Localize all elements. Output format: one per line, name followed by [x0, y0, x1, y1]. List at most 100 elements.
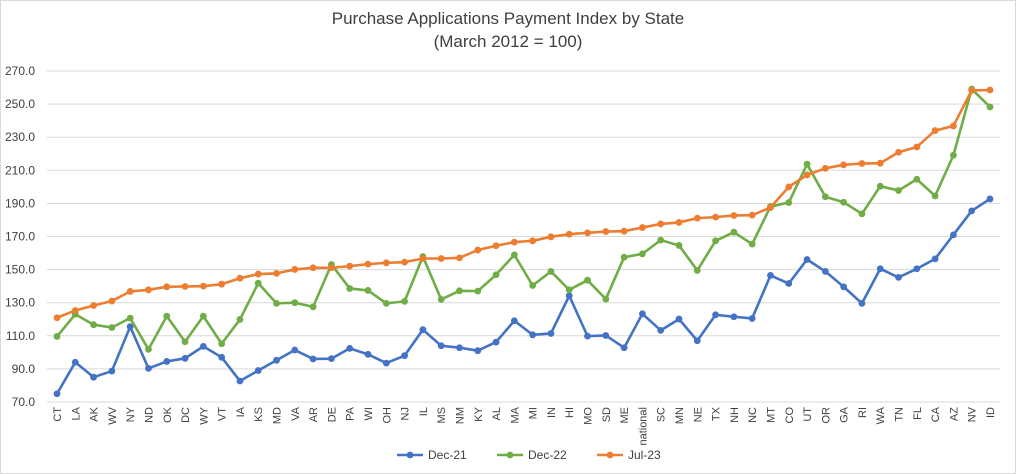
data-point: [492, 338, 500, 346]
data-point: [913, 265, 921, 273]
data-point: [510, 251, 518, 259]
series-line: [55, 87, 991, 351]
data-point: [620, 344, 628, 352]
data-point: [931, 255, 939, 263]
x-tick-label: WA: [875, 406, 887, 424]
x-tick-label: MS: [436, 407, 448, 424]
data-point: [126, 288, 134, 295]
data-point: [620, 253, 628, 261]
data-point: [876, 159, 884, 167]
x-tick-label: PA: [345, 406, 357, 421]
data-point: [236, 316, 244, 323]
data-point: [291, 266, 299, 273]
data-point: [218, 340, 226, 348]
data-point: [675, 242, 683, 249]
data-point: [602, 228, 610, 235]
data-point: [895, 148, 902, 156]
data-point: [401, 258, 408, 266]
x-tick-label: NE: [692, 407, 704, 422]
data-point: [876, 265, 884, 273]
data-point: [126, 323, 134, 331]
data-point: [639, 250, 646, 258]
data-point: [181, 338, 189, 346]
data-point: [218, 280, 226, 288]
data-point: [547, 330, 555, 337]
data-point: [346, 262, 354, 270]
data-point: [657, 220, 665, 228]
x-tick-label: MO: [583, 407, 595, 425]
data-point: [163, 312, 171, 320]
data-point: [858, 210, 866, 218]
data-point: [71, 307, 79, 314]
series-line: [55, 197, 991, 395]
x-tick-label: CA: [930, 406, 942, 422]
data-point: [236, 377, 244, 385]
data-point: [199, 282, 207, 290]
x-tick-label: IA: [235, 406, 247, 417]
data-point: [767, 204, 774, 211]
data-point: [529, 282, 537, 289]
data-point: [712, 213, 719, 221]
chart-subtitle: (March 2012 = 100): [434, 32, 583, 51]
data-point: [565, 230, 573, 238]
x-tick-label: TN: [894, 407, 906, 422]
data-point: [254, 279, 262, 287]
x-tick-label: NH: [729, 407, 741, 423]
data-point: [401, 352, 408, 360]
data-point: [145, 365, 152, 372]
data-point: [876, 182, 884, 190]
x-tick-label: AK: [89, 406, 101, 421]
data-point: [931, 127, 939, 134]
data-point: [821, 164, 829, 172]
x-tick-label: AR: [308, 407, 320, 422]
y-tick-label: 170.0: [5, 230, 35, 244]
data-point: [584, 276, 591, 284]
series-line: [56, 88, 991, 319]
data-point: [419, 326, 427, 334]
data-point: [437, 295, 445, 303]
data-point: [145, 345, 152, 353]
x-tick-label: TX: [711, 406, 723, 421]
data-point: [437, 342, 445, 350]
data-point: [821, 268, 829, 275]
legend-item: Dec-21: [397, 448, 467, 462]
data-point: [639, 310, 646, 318]
x-tick-label: HI: [564, 407, 576, 418]
x-tick-label: ID: [985, 407, 997, 418]
data-point: [510, 238, 518, 246]
x-tick-label: national: [637, 407, 649, 446]
data-point: [254, 367, 262, 374]
data-point: [364, 260, 372, 268]
data-point: [346, 344, 354, 352]
data-point: [913, 175, 921, 183]
y-tick-label: 90.0: [12, 362, 36, 376]
data-point: [126, 314, 134, 322]
x-tick-label: KS: [253, 407, 265, 422]
data-point: [492, 271, 500, 279]
x-tick-label: IN: [546, 407, 558, 418]
x-tick-label: OH: [381, 407, 393, 424]
x-tick-label: NJ: [400, 407, 412, 420]
x-tick-label: MT: [765, 407, 777, 423]
x-tick-label: MD: [272, 407, 284, 424]
data-point: [950, 231, 957, 239]
data-point: [236, 274, 244, 282]
data-point: [693, 214, 701, 222]
x-tick-label: VT: [217, 407, 229, 421]
y-tick-label: 110.0: [6, 329, 35, 343]
y-tick-label: 150.0: [5, 263, 35, 277]
data-point: [730, 228, 738, 236]
data-point: [858, 299, 866, 307]
data-point: [382, 359, 390, 367]
x-tick-label: WY: [198, 406, 210, 424]
data-point: [364, 287, 372, 294]
x-tick-label: LA: [70, 406, 82, 420]
legend-marker: [506, 451, 514, 459]
x-tick-label: MN: [674, 407, 686, 424]
data-point: [547, 233, 555, 241]
data-point: [474, 246, 482, 254]
x-tick-label: OR: [820, 407, 832, 424]
data-point: [748, 211, 756, 219]
data-point: [437, 255, 445, 262]
